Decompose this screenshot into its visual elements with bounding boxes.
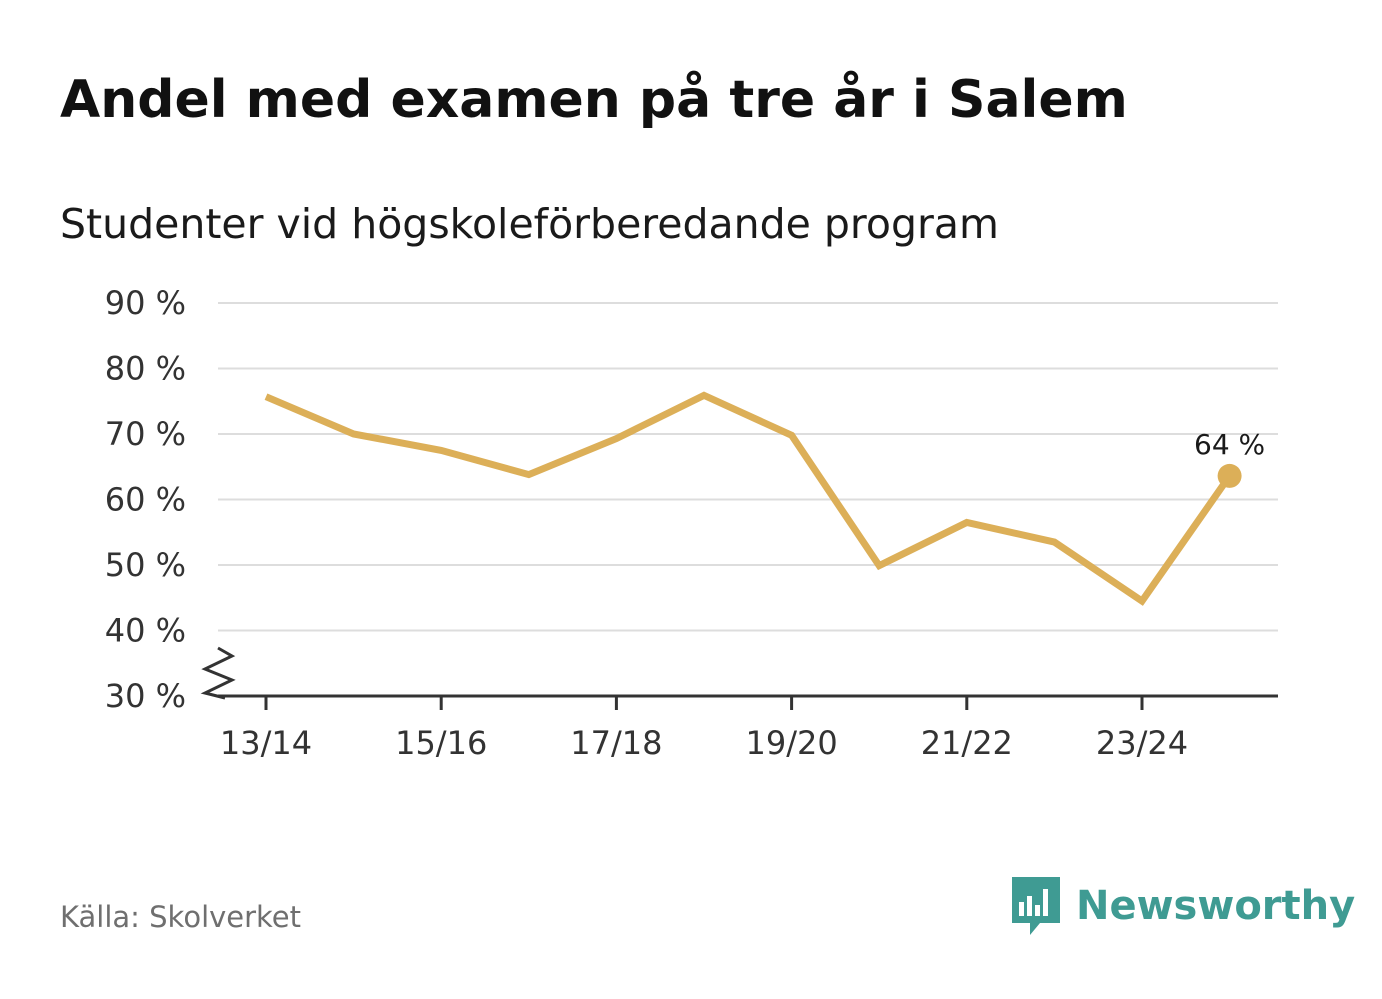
- x-tick-label: 13/14: [220, 724, 312, 762]
- x-tick-label: 23/24: [1096, 724, 1188, 762]
- chart-title: Andel med examen på tre år i Salem: [60, 70, 1128, 130]
- x-tick-label: 19/20: [745, 724, 837, 762]
- source-note: Källa: Skolverket: [60, 900, 302, 934]
- y-tick-label: 90 %: [105, 284, 186, 322]
- y-tick-label: 60 %: [105, 481, 186, 519]
- y-tick-label: 30 %: [105, 677, 186, 715]
- series-line-group: [264, 391, 1233, 606]
- y-tick-label: 50 %: [105, 546, 186, 584]
- grid-lines: [218, 302, 1278, 632]
- x-tick-label: 21/22: [921, 724, 1013, 762]
- axis-break-icon: [200, 646, 236, 700]
- series-line: [264, 391, 1233, 606]
- x-tick-label: 17/18: [570, 724, 662, 762]
- y-tick-label: 70 %: [105, 415, 186, 453]
- annotations: 64 %: [1194, 428, 1265, 488]
- brand-name: Newsworthy: [1076, 883, 1356, 929]
- x-tick-label: 15/16: [395, 724, 487, 762]
- brand-logo: Newsworthy: [1010, 875, 1355, 937]
- bar-chart-speech-bubble-icon: [1012, 877, 1060, 935]
- x-axis: 13/14 15/16 17/18 19/20 21/22 23/24: [218, 694, 1278, 762]
- y-tick-label: 80 %: [105, 350, 186, 388]
- last-point-marker: [1217, 463, 1242, 488]
- y-tick-label: 40 %: [105, 612, 186, 650]
- last-point-label: 64 %: [1194, 428, 1265, 461]
- chart-subtitle: Studenter vid högskoleförberedande progr…: [60, 200, 999, 248]
- y-tick-labels: 30 % 40 % 50 % 60 % 70 % 80 % 90 %: [105, 284, 186, 715]
